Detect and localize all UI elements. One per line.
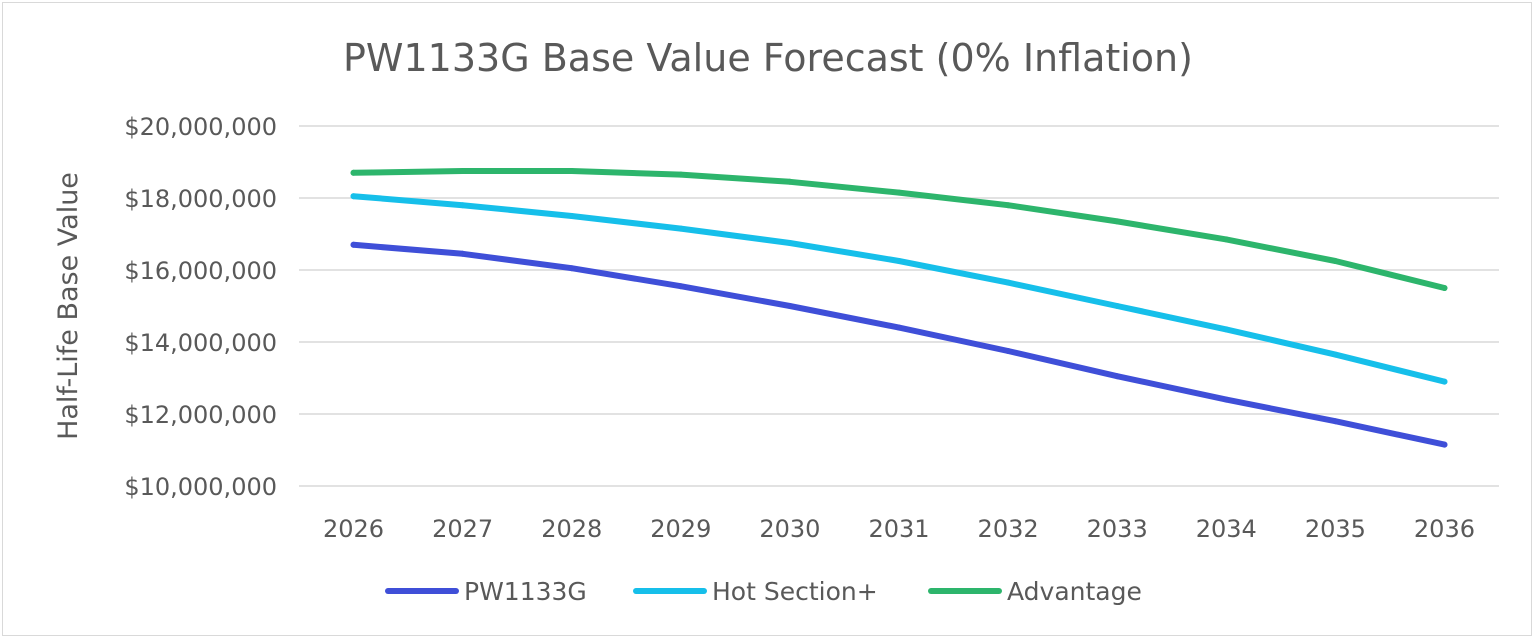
data-point bbox=[1114, 373, 1121, 380]
data-point bbox=[350, 169, 357, 176]
x-tick-label: 2035 bbox=[1305, 515, 1366, 543]
data-point bbox=[459, 202, 466, 209]
y-tick-label: $12,000,000 bbox=[124, 401, 277, 429]
data-point bbox=[1114, 303, 1121, 309]
data-point bbox=[1441, 441, 1448, 448]
legend-item: PW1133G bbox=[385, 577, 587, 606]
y-tick-label: $20,000,000 bbox=[124, 113, 277, 141]
data-point bbox=[677, 171, 684, 178]
data-point bbox=[1332, 351, 1339, 358]
x-tick-label: 2031 bbox=[868, 515, 929, 543]
data-point bbox=[568, 265, 575, 272]
data-point bbox=[1441, 378, 1448, 385]
data-point bbox=[1332, 418, 1339, 425]
legend-label: Hot Section+ bbox=[712, 577, 878, 606]
y-tick-label: $16,000,000 bbox=[124, 257, 277, 285]
x-tick-label: 2030 bbox=[759, 515, 820, 543]
data-point bbox=[786, 240, 793, 246]
data-point bbox=[1441, 285, 1448, 291]
gridlines bbox=[299, 125, 1499, 487]
x-tick-label: 2028 bbox=[541, 515, 602, 543]
data-point bbox=[677, 225, 684, 232]
y-tick-label: $10,000,000 bbox=[124, 473, 277, 501]
x-tick-label: 2036 bbox=[1414, 515, 1475, 543]
y-axis-label: Half-Life Base Value bbox=[53, 172, 84, 440]
data-point bbox=[896, 258, 902, 264]
data-point bbox=[459, 250, 466, 257]
x-tick-label: 2026 bbox=[323, 515, 384, 543]
data-point bbox=[1223, 236, 1230, 243]
y-tick-label: $18,000,000 bbox=[124, 185, 277, 213]
legend-item: Advantage bbox=[928, 577, 1142, 606]
data-point bbox=[1332, 258, 1339, 264]
x-tick-label: 2034 bbox=[1196, 515, 1257, 543]
data-point bbox=[350, 193, 357, 200]
data-point bbox=[568, 213, 575, 219]
data-point bbox=[1005, 202, 1012, 209]
x-axis-ticks: 2026 2027 2028 2029 2030 2031 2032 2033 2034 2035… bbox=[323, 515, 1475, 543]
data-point bbox=[896, 189, 902, 196]
x-tick-label: 2029 bbox=[650, 515, 711, 543]
data-point bbox=[350, 241, 357, 248]
series-line-1 bbox=[350, 193, 1448, 385]
data-point bbox=[1223, 326, 1230, 333]
series-lines bbox=[350, 168, 1448, 448]
data-point bbox=[786, 178, 793, 185]
data-point bbox=[1005, 279, 1012, 286]
data-point bbox=[896, 324, 902, 331]
legend-label: PW1133G bbox=[464, 577, 587, 606]
data-point bbox=[568, 168, 575, 174]
y-axis-ticks: $20,000,000 $18,000,000 $16,000,000 $14,000… bbox=[124, 113, 277, 501]
data-point bbox=[1114, 218, 1121, 225]
data-point bbox=[677, 283, 684, 290]
x-tick-label: 2032 bbox=[978, 515, 1039, 543]
legend: PW1133G Hot Section+ Advantage bbox=[385, 577, 1142, 606]
legend-label: Advantage bbox=[1007, 577, 1142, 606]
data-point bbox=[786, 303, 793, 309]
y-tick-label: $14,000,000 bbox=[124, 329, 277, 357]
data-point bbox=[1005, 348, 1012, 354]
line-chart: PW1133G Base Value Forecast (0% Inflatio… bbox=[53, 36, 1499, 606]
legend-item: Hot Section+ bbox=[633, 577, 878, 606]
data-point bbox=[459, 168, 466, 174]
x-tick-label: 2027 bbox=[432, 515, 493, 543]
data-point bbox=[1223, 396, 1230, 403]
chart-title: PW1133G Base Value Forecast (0% Inflatio… bbox=[343, 36, 1193, 80]
x-tick-label: 2033 bbox=[1087, 515, 1148, 543]
